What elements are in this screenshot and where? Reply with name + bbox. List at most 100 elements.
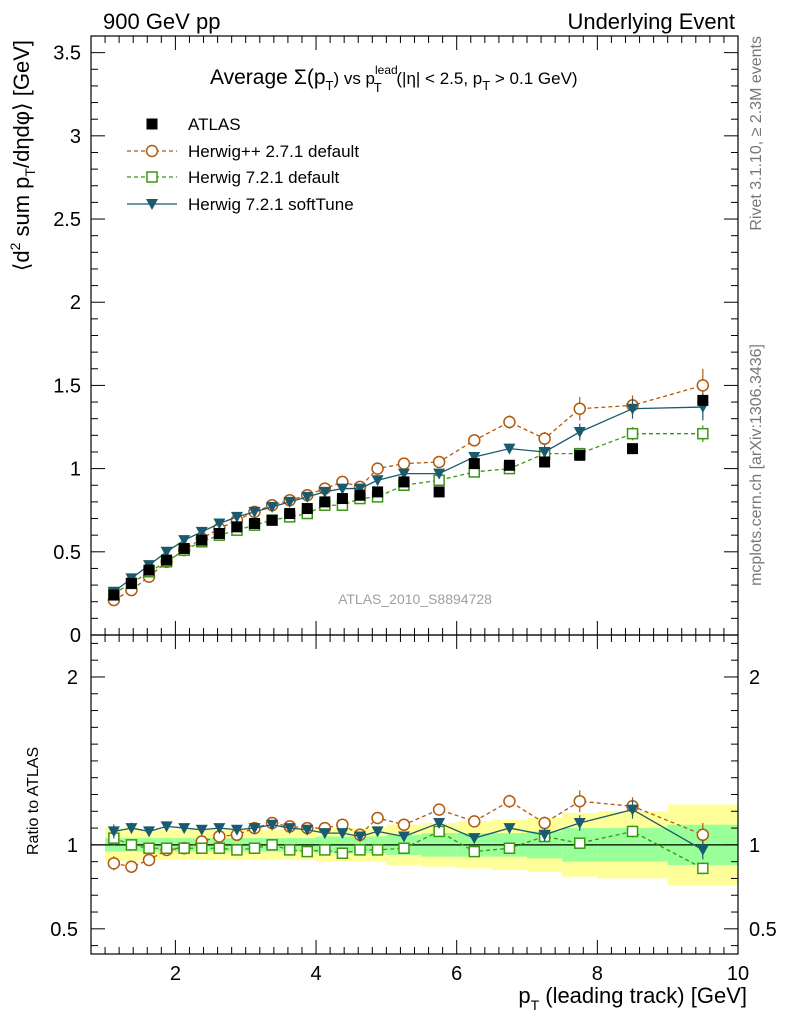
data-point bbox=[503, 459, 515, 471]
title-mid: ) vs p bbox=[333, 69, 375, 88]
x-tick-label: 8 bbox=[592, 963, 603, 985]
y-tick-label: 3.5 bbox=[53, 43, 81, 65]
data-point bbox=[468, 434, 481, 447]
data-point bbox=[230, 511, 243, 523]
ratio-point bbox=[336, 828, 349, 840]
data-point bbox=[397, 468, 410, 480]
ratio-point bbox=[301, 845, 314, 858]
ratio-point bbox=[301, 824, 314, 836]
data-point bbox=[125, 577, 137, 589]
data-point bbox=[398, 476, 410, 488]
ratio-point bbox=[503, 842, 516, 854]
ratio-point bbox=[125, 860, 138, 873]
legend-marker bbox=[146, 118, 158, 130]
y-tick-label: 2.5 bbox=[53, 209, 81, 231]
data-point bbox=[626, 403, 639, 415]
legend-marker bbox=[145, 144, 159, 158]
ratio-y-tick-label: 1 bbox=[67, 835, 78, 857]
series-line bbox=[113, 384, 704, 601]
title-cuts-1: (|η| < 2.5, p bbox=[392, 69, 483, 88]
y-tick-label: 0 bbox=[70, 625, 81, 647]
ratio-point bbox=[468, 815, 481, 828]
data-point bbox=[283, 496, 296, 508]
header-right: Underlying Event bbox=[567, 9, 735, 34]
data-point bbox=[433, 486, 445, 498]
data-point bbox=[574, 449, 586, 461]
x-tick-label: 10 bbox=[727, 963, 749, 985]
x-tick-label: 6 bbox=[451, 963, 462, 985]
ratio-point bbox=[538, 816, 551, 830]
ratio-point bbox=[398, 842, 410, 854]
data-point bbox=[161, 554, 173, 566]
ratio-point bbox=[125, 823, 138, 835]
ratio-point bbox=[696, 844, 709, 856]
ratio-series-2 bbox=[107, 800, 709, 860]
ratio-plot-frame bbox=[90, 634, 739, 955]
ratio-point bbox=[432, 803, 446, 816]
legend-label: ATLAS bbox=[188, 115, 241, 134]
ratio-point bbox=[397, 831, 410, 843]
legend-label: Herwig 7.2.1 default bbox=[188, 168, 339, 187]
data-point bbox=[266, 514, 278, 526]
data-point bbox=[371, 462, 384, 475]
ratio-point bbox=[143, 842, 155, 854]
ratio-point bbox=[230, 824, 243, 836]
data-point bbox=[248, 506, 261, 518]
ratio-point bbox=[468, 845, 481, 858]
data-point bbox=[371, 475, 384, 487]
ratio-point bbox=[248, 842, 261, 854]
title-sub-t2: T bbox=[374, 80, 382, 95]
data-point bbox=[468, 451, 481, 463]
ratio-point bbox=[336, 847, 349, 860]
title-prefix: Average bbox=[210, 66, 288, 89]
ratio-point bbox=[573, 818, 586, 830]
ratio-point bbox=[283, 844, 296, 856]
y-tick-label: 3 bbox=[70, 126, 81, 148]
data-point bbox=[301, 503, 313, 515]
data-point bbox=[353, 483, 366, 495]
ratio-y-tick-label-right: 0.5 bbox=[749, 919, 777, 941]
ratio-point bbox=[573, 794, 587, 808]
y-tick-label: 0.5 bbox=[53, 542, 81, 564]
data-point bbox=[627, 443, 639, 455]
x-axis-label: pT (leading track) [GeV] bbox=[518, 983, 747, 1013]
ratio-point bbox=[503, 794, 516, 808]
data-point bbox=[178, 535, 191, 547]
ylabel-part-e: /dηdφ⟩ [GeV] bbox=[9, 40, 34, 168]
ratio-point bbox=[503, 823, 516, 835]
data-point bbox=[433, 468, 446, 480]
data-point bbox=[336, 483, 349, 495]
ratio-point bbox=[195, 824, 208, 836]
y-tick-label: 1 bbox=[70, 459, 81, 481]
legend-marker bbox=[146, 199, 158, 210]
data-point bbox=[397, 457, 411, 470]
ratio-point bbox=[697, 862, 709, 875]
ratio-point bbox=[397, 818, 411, 831]
ylabel-part-c: sum p bbox=[9, 177, 34, 243]
ratio-y-axis-label: Ratio to ATLAS bbox=[25, 747, 42, 855]
ratio-point bbox=[107, 857, 121, 870]
ratio-point bbox=[178, 823, 191, 835]
ratio-point bbox=[371, 844, 384, 856]
title-cuts-2: > 0.1 GeV) bbox=[490, 69, 577, 88]
mcplots-label: mcplots.cern.ch [arXiv:1306.3436] bbox=[748, 344, 765, 586]
title-sub-t3: T bbox=[482, 78, 490, 93]
title-sup-lead: lead bbox=[375, 63, 398, 77]
data-point bbox=[231, 521, 243, 533]
ratio-point bbox=[353, 831, 366, 843]
ratio-point bbox=[213, 842, 226, 854]
ratio-point bbox=[143, 826, 156, 838]
ratio-point bbox=[125, 839, 138, 851]
series-2 bbox=[108, 425, 709, 600]
series-0 bbox=[108, 394, 709, 601]
data-point bbox=[538, 446, 551, 458]
xlabel-part-a: p bbox=[518, 983, 530, 1008]
ratio-point bbox=[319, 844, 331, 856]
ratio-point bbox=[142, 853, 156, 867]
data-point bbox=[539, 456, 551, 468]
data-point bbox=[696, 379, 710, 392]
data-point bbox=[503, 443, 516, 455]
ratio-point bbox=[231, 844, 243, 856]
title-sigma: Σ(p bbox=[294, 66, 326, 89]
data-point bbox=[432, 455, 446, 469]
